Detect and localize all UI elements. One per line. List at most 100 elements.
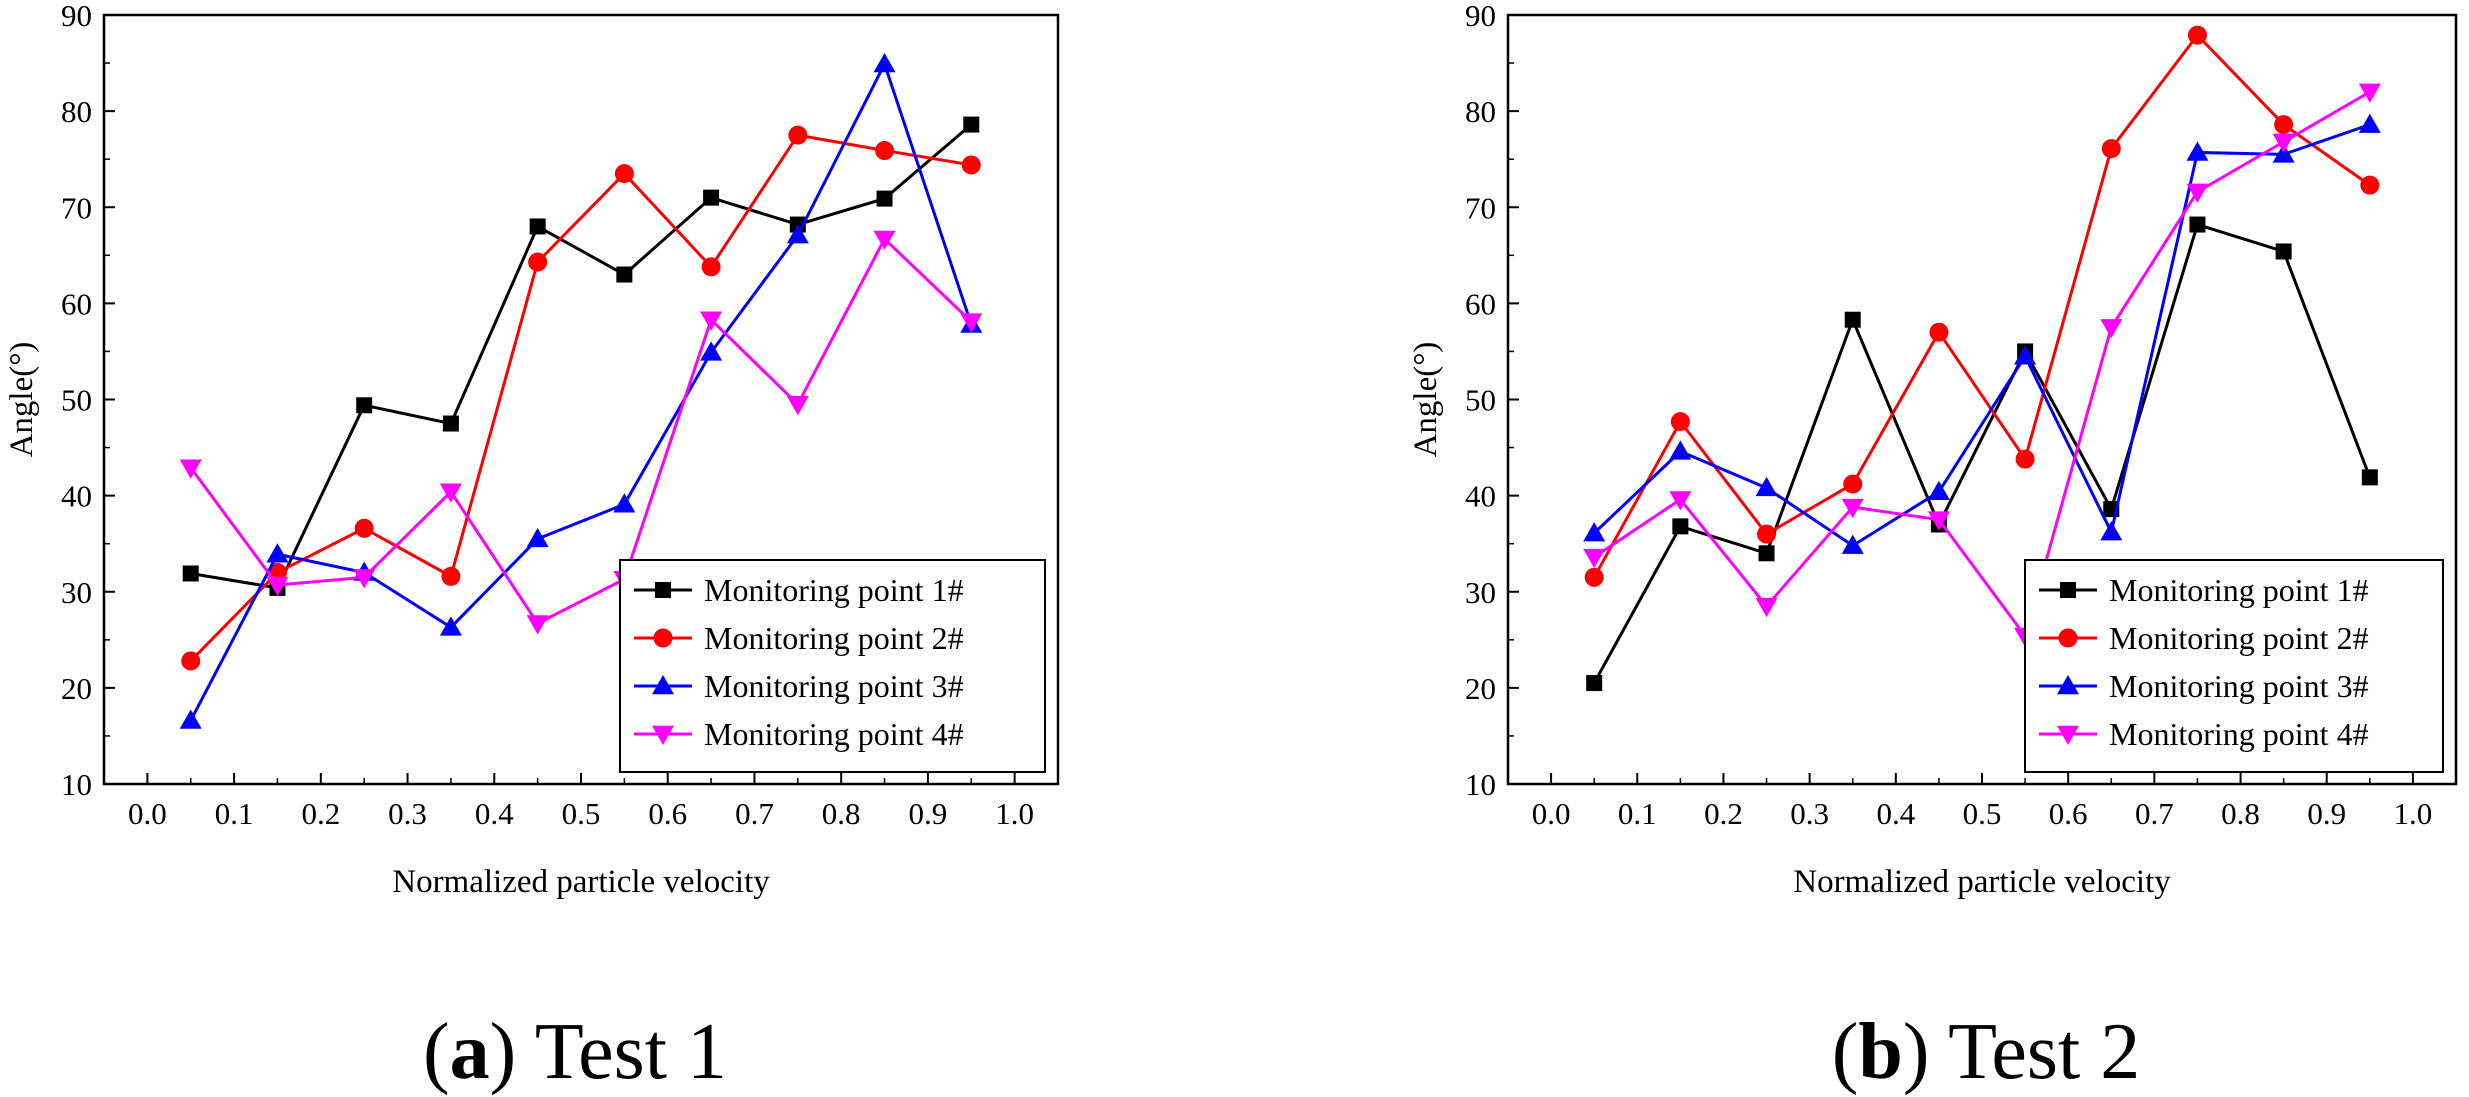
y-tick-label: 70	[1465, 190, 1496, 225]
data-point	[963, 116, 980, 133]
data-point	[873, 53, 896, 73]
y-tick-label: 60	[1465, 286, 1496, 321]
data-point	[2100, 521, 2123, 541]
data-point	[441, 566, 461, 586]
series-4	[1583, 83, 2381, 647]
data-point	[960, 313, 983, 333]
y-tick-label: 90	[1465, 0, 1496, 33]
data-point	[614, 164, 634, 184]
series-line	[190, 123, 973, 590]
data-point	[703, 189, 720, 206]
x-axis-label: Normalized particle velocity	[392, 864, 770, 900]
data-point	[356, 397, 373, 414]
series-line	[189, 60, 973, 722]
series-1	[182, 116, 980, 596]
legend-label: Monitoring point 4#	[704, 716, 964, 752]
legend-box	[619, 559, 1046, 773]
data-point	[2186, 141, 2209, 161]
x-tick-label: 1.0	[2394, 796, 2433, 831]
legend: Monitoring point 1# Monitoring point 2# Mo…	[619, 559, 1046, 773]
legend-label: Monitoring point 1#	[2109, 572, 2369, 608]
data-point	[961, 155, 981, 175]
y-tick-label: 50	[1465, 383, 1496, 418]
series-line	[1593, 123, 2371, 548]
x-tick-label: 0.9	[2307, 796, 2346, 831]
data-point	[1584, 567, 1604, 587]
series-line	[1592, 32, 2371, 579]
data-point	[1672, 518, 1689, 535]
data-point	[2187, 25, 2207, 45]
data-point	[1843, 474, 1863, 494]
data-point	[1841, 498, 1864, 519]
data-point	[700, 311, 723, 331]
series-line	[189, 236, 973, 626]
y-tick-label: 20	[61, 671, 92, 706]
legend-label: Monitoring point 3#	[704, 668, 964, 704]
x-tick-label: 0.3	[388, 796, 427, 831]
legend-label: Monitoring point 4#	[2109, 716, 2369, 752]
data-point	[1757, 524, 1777, 544]
x-tick-label: 0.5	[562, 796, 601, 831]
data-point	[2186, 183, 2209, 203]
data-point	[700, 341, 723, 361]
data-point	[442, 415, 459, 432]
y-tick-label: 40	[61, 479, 92, 514]
legend-marker	[2058, 628, 2078, 648]
legend-marker	[2057, 675, 2079, 695]
data-point	[439, 483, 462, 503]
data-point	[1927, 511, 1950, 531]
legend-marker	[652, 725, 674, 745]
data-point	[1755, 597, 1778, 618]
data-point	[786, 224, 809, 244]
data-point	[179, 709, 202, 729]
data-point	[701, 257, 721, 277]
data-point	[1669, 491, 1692, 511]
caption-a: (a) Test 1	[423, 1008, 727, 1096]
y-axis-label: Angle(°)	[1408, 342, 1444, 458]
x-tick-label: 0.4	[475, 796, 514, 831]
data-point	[2360, 175, 2380, 195]
y-tick-label: 90	[61, 0, 92, 33]
x-tick-label: 0.1	[215, 796, 254, 831]
y-axis-label: Angle(°)	[4, 342, 40, 458]
data-point	[788, 125, 808, 145]
x-tick-label: 0.8	[822, 796, 861, 831]
legend-marker	[2057, 725, 2079, 745]
caption-b: (b) Test 2	[1832, 1008, 2140, 1096]
x-tick-label: 0.3	[1790, 796, 1829, 831]
data-point	[876, 190, 893, 207]
series-line	[189, 133, 972, 663]
data-point	[1586, 675, 1603, 692]
legend-label: Monitoring point 1#	[704, 572, 964, 608]
legend-label: Monitoring point 2#	[704, 620, 964, 656]
data-point	[353, 569, 376, 589]
data-point	[528, 252, 548, 272]
legend-marker	[2060, 582, 2076, 598]
y-tick-label: 80	[61, 94, 92, 129]
data-point	[1929, 322, 1949, 342]
legend-label: Monitoring point 3#	[2109, 668, 2369, 704]
chart-test-1: 0.0 0.1 0.2 0.3 0.4 0.5 0.6 0.7 0.8 0.9 1.0 10 20 30 4…	[4, 0, 1060, 900]
data-point	[1583, 522, 1606, 542]
data-point	[875, 141, 895, 161]
y-tick-label: 20	[1465, 671, 1496, 706]
data-point	[873, 230, 896, 250]
data-point	[2275, 243, 2292, 260]
series-4	[179, 230, 983, 635]
x-tick-label: 0.4	[1876, 796, 1915, 831]
x-tick-label: 0.9	[909, 796, 948, 831]
x-tick-label: 0.7	[735, 796, 774, 831]
x-tick-label: 0.7	[2135, 796, 2174, 831]
legend-marker	[655, 582, 671, 598]
data-point	[2189, 216, 2206, 233]
data-point	[354, 518, 374, 538]
series-line	[1592, 222, 2372, 684]
data-point	[266, 576, 289, 597]
series-3	[1583, 113, 2381, 554]
x-axis-label: Normalized particle velocity	[1793, 864, 2171, 900]
data-point	[181, 651, 201, 671]
y-tick-label: 10	[61, 767, 92, 802]
data-point	[1583, 548, 1606, 569]
x-tick-label: 0.6	[2049, 796, 2088, 831]
data-point	[2015, 449, 2035, 469]
